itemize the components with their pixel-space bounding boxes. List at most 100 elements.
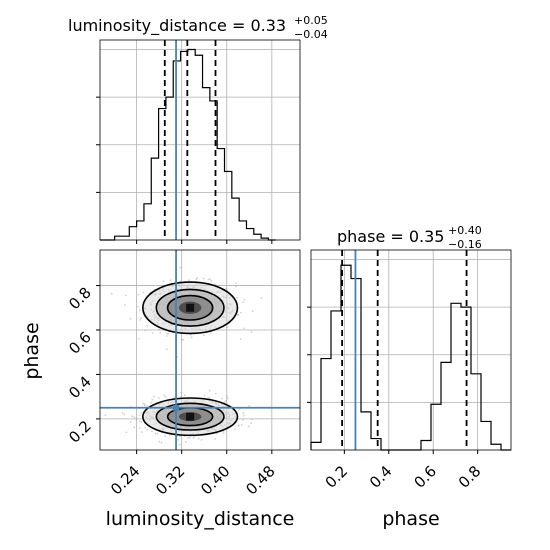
contour-mode0-level0 [142, 281, 239, 335]
sample-point [121, 412, 124, 415]
density-peak-mode0 [186, 303, 195, 312]
sample-point [144, 329, 147, 332]
phase-xtick-label-2: 0.6 [410, 462, 440, 492]
sample-point [139, 420, 141, 422]
sample-point [163, 394, 165, 397]
sample-point [173, 396, 176, 399]
sample-point [189, 333, 192, 336]
sample-point [215, 392, 217, 395]
sample-point [177, 439, 180, 441]
sample-point [165, 335, 168, 337]
sample-point [143, 403, 146, 406]
phase-histogram-step [310, 264, 511, 451]
luminosity-distance-histogram-step [100, 48, 276, 241]
sample-point [239, 311, 242, 314]
sample-point [150, 401, 153, 404]
sample-point [182, 338, 185, 341]
sample-point [236, 296, 239, 299]
sample-point [129, 421, 132, 423]
sample-point [133, 426, 136, 429]
sample-point [202, 334, 205, 336]
sample-point [180, 339, 183, 341]
luminosity-distance-xtick-label-0: 0.24 [107, 462, 143, 498]
sample-point [222, 432, 225, 434]
sample-point [138, 414, 141, 417]
sample-point [187, 279, 190, 282]
sample-point [196, 277, 199, 279]
sample-point [166, 332, 168, 335]
sample-point [137, 293, 140, 296]
contour-mode1-level0 [142, 397, 239, 437]
sample-point [178, 443, 181, 446]
sample-point [202, 277, 205, 280]
sample-point [238, 408, 241, 411]
sample-point [208, 389, 211, 392]
truth-marker [173, 404, 180, 411]
sample-point [141, 431, 143, 433]
sample-point [203, 395, 206, 397]
sample-point [164, 435, 167, 437]
phase-ytick-label-0: 0.2 [65, 417, 95, 447]
sample-point [243, 298, 246, 301]
phase-title-upper: +0.40 [448, 224, 482, 237]
sample-point [138, 337, 141, 340]
sample-point [192, 437, 195, 439]
sample-point [143, 404, 146, 407]
sample-point [209, 332, 212, 334]
sample-point [234, 282, 237, 284]
sample-point [168, 434, 171, 437]
sample-point [237, 314, 240, 317]
sample-point [158, 329, 161, 331]
sample-point [234, 428, 236, 430]
sample-point [215, 432, 218, 435]
sample-point [197, 437, 200, 440]
sample-point [180, 391, 182, 394]
luminosity-distance-phase-2d-panel: 0.24 0.32 0.40 0.48 0.2 0.4 0.6 0.8 [65, 249, 301, 498]
sample-point [178, 435, 181, 438]
sample-point [225, 399, 228, 402]
sample-point [156, 432, 159, 435]
sample-point [129, 317, 132, 320]
sample-point [153, 395, 156, 398]
sample-point [235, 285, 238, 288]
sample-point [225, 287, 228, 290]
sample-point [138, 427, 141, 429]
phase-ytick-label-2: 0.6 [65, 328, 95, 358]
density-peak-mode1 [186, 412, 195, 421]
phase-xtick-label-3: 0.8 [455, 462, 485, 492]
phase-title: phase = 0.35 [337, 227, 444, 246]
luminosity-distance-histogram-panel [96, 39, 301, 244]
sample-point [200, 439, 203, 441]
sample-point [242, 412, 245, 415]
hist2-frame [310, 249, 512, 451]
phase-histogram-panel: 0.2 0.4 0.6 0.8 [307, 249, 512, 492]
sample-point [125, 431, 128, 434]
contour-mode0-level1 [155, 288, 225, 327]
sample-point [151, 430, 153, 433]
phase-ytick-label-1: 0.4 [65, 373, 95, 403]
phase-xtick-label-1: 0.4 [366, 462, 396, 492]
sample-point [124, 304, 126, 306]
sample-point [251, 418, 254, 421]
sample-point [133, 416, 136, 419]
sample-point [139, 319, 142, 321]
contour-mode1-level1 [155, 402, 225, 431]
sample-point [208, 396, 210, 399]
phase-title-lower: −0.16 [448, 238, 482, 251]
sample-point [220, 397, 223, 400]
sample-point [183, 394, 186, 397]
sample-point [164, 395, 167, 398]
sample-point [226, 326, 229, 329]
sample-point [159, 332, 162, 334]
sample-point [210, 280, 213, 282]
sample-point [169, 279, 172, 282]
sample-point [242, 418, 244, 421]
sample-point [146, 405, 149, 407]
sample-point [162, 280, 165, 283]
sample-point [260, 297, 263, 299]
sample-point [190, 336, 193, 339]
sample-point [151, 398, 154, 401]
sample-point [154, 432, 157, 435]
sample-point [187, 436, 189, 439]
